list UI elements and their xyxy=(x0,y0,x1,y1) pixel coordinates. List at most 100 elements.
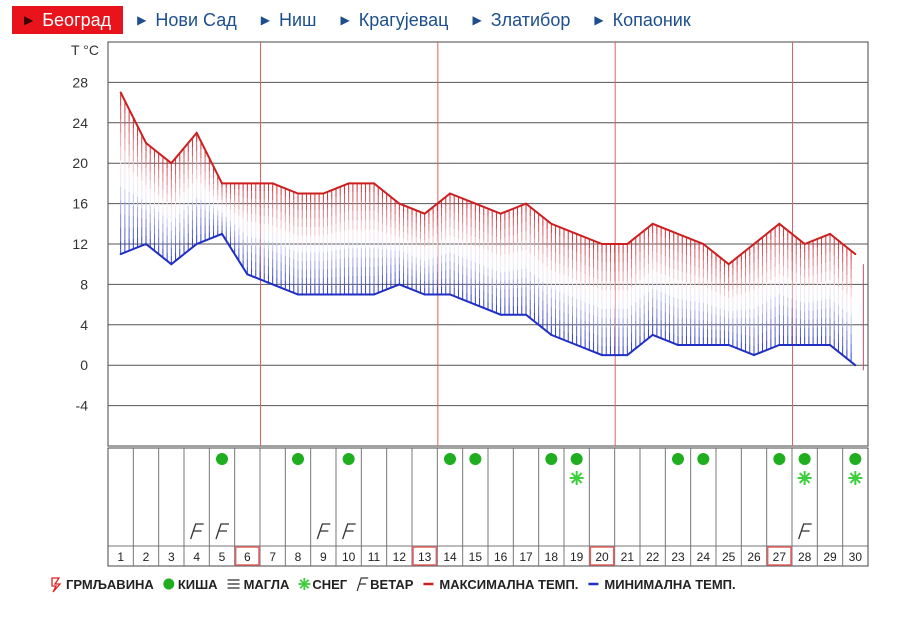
min-temp-point xyxy=(398,283,401,286)
legend-item-wind: ВЕТАР xyxy=(356,577,414,592)
y-tick-label: 4 xyxy=(80,317,88,333)
day-number-label: 29 xyxy=(823,550,837,564)
max-temp-point xyxy=(373,182,375,185)
tab-label: Копаоник xyxy=(612,9,691,30)
min-temp-point xyxy=(119,253,122,256)
min-temp-point xyxy=(145,243,147,245)
max-temp-point xyxy=(221,182,223,185)
max-temp-point xyxy=(702,243,705,245)
max-temp-point xyxy=(525,202,527,205)
min-temp-point xyxy=(575,344,578,346)
arrow-right-icon: ▶ xyxy=(340,13,350,27)
min-temp-point xyxy=(803,344,806,346)
max-temp-point xyxy=(322,192,325,195)
min-temp-point xyxy=(753,354,755,357)
max-temp-point xyxy=(246,182,249,185)
day-number-label: 18 xyxy=(545,550,559,564)
max-temp-point xyxy=(170,162,173,165)
tab-kopaonik[interactable]: ▶ Копаоник xyxy=(584,6,700,34)
min-temp-point xyxy=(525,313,527,316)
snow-icon-stroke xyxy=(849,472,861,484)
rain-icon xyxy=(342,453,355,465)
day-number-label: 22 xyxy=(646,550,660,564)
wind-icon xyxy=(342,523,356,540)
min-temp-point xyxy=(221,232,223,235)
highlighted-day-box xyxy=(412,546,438,566)
legend: ГРМЉАВИНА КИША МАГЛА СНЕГ ВЕТАР МАКСИМАЛНА ТЕ… xyxy=(51,577,736,593)
day-grid: 1 2 3 4 5 6 7 8 9 10 11 12 13 14 15 16 17 18 19 20 21 22 23 24 2… xyxy=(107,447,869,567)
legend-label: ВЕТАР xyxy=(370,577,414,592)
thunder-icon xyxy=(51,577,62,593)
tab-beograd[interactable]: ▶ Београд xyxy=(12,6,124,34)
tab-nis[interactable]: ▶ Ниш xyxy=(251,6,327,34)
day-number-label: 26 xyxy=(747,550,761,564)
snow-icon xyxy=(569,471,584,485)
day-number-label: 3 xyxy=(168,550,175,564)
day-number-label: 1 xyxy=(117,550,124,564)
day-number-label: 6 xyxy=(244,550,251,564)
max-temp-point xyxy=(727,263,730,266)
day-number-label: 27 xyxy=(773,550,787,564)
day-number-label: 21 xyxy=(621,550,635,564)
day-number-label: 17 xyxy=(519,550,533,564)
y-tick-label: 28 xyxy=(72,74,88,90)
day-number-label: 15 xyxy=(469,550,483,564)
snow-icon-stroke xyxy=(571,472,583,484)
tab-label: Нови Сад xyxy=(155,9,237,30)
wind-icon xyxy=(215,523,229,540)
legend-label: МАКСИМАЛНА ТЕМП. xyxy=(439,577,578,592)
tab-label: Ниш xyxy=(278,9,317,30)
legend-item-min: МИНИМАЛНА ТЕМП. xyxy=(588,577,736,592)
snow-icon xyxy=(848,471,863,485)
highlighted-day-box xyxy=(234,546,260,566)
max-temp-point xyxy=(398,202,401,205)
max-temp-point xyxy=(829,232,831,235)
rain-icon xyxy=(216,453,228,465)
highlighted-day-box xyxy=(766,546,792,566)
day-number-label: 7 xyxy=(269,550,276,564)
rain-icon xyxy=(570,453,583,465)
day-number-label: 5 xyxy=(219,550,226,564)
legend-label: ГРМЉАВИНА xyxy=(66,577,154,592)
min-temp-point xyxy=(246,273,249,276)
rain-icon xyxy=(163,578,175,590)
temperature-range-hatching xyxy=(120,92,864,371)
max-temp-point xyxy=(626,243,629,245)
legend-item-fog: МАГЛА xyxy=(227,577,290,592)
day-number-label: 20 xyxy=(595,550,609,564)
min-temp-point xyxy=(322,293,325,296)
rain-icon xyxy=(697,453,710,465)
min-temp-point xyxy=(195,243,198,245)
min-temp-point xyxy=(651,333,654,336)
max-temp-point xyxy=(854,253,857,256)
tab-novi-sad[interactable]: ▶ Нови Сад xyxy=(127,6,247,34)
day-number-label: 30 xyxy=(849,550,863,564)
y-tick-label: 16 xyxy=(72,196,88,212)
day-number-label: 4 xyxy=(193,550,200,564)
wind-icon xyxy=(798,523,812,540)
min-temp-point xyxy=(170,263,173,266)
max-temp-point xyxy=(778,222,781,225)
max-temp-point xyxy=(499,212,502,215)
legend-label: МИНИМАЛНА ТЕМП. xyxy=(604,577,735,592)
tab-label: Златибор xyxy=(490,9,571,30)
max-temp-point xyxy=(271,182,274,185)
day-number-label: 2 xyxy=(143,550,150,564)
day-number-label: 11 xyxy=(368,550,381,564)
min-temp-point xyxy=(499,313,502,316)
rain-icon xyxy=(849,453,862,465)
wind-icon xyxy=(356,577,369,592)
max-temp-point xyxy=(347,182,350,185)
tab-kragujevac[interactable]: ▶ Крагујевац xyxy=(330,6,458,34)
tab-label: Београд xyxy=(42,9,112,30)
min-temp-point xyxy=(297,293,299,296)
day-number-label: 8 xyxy=(295,550,302,564)
min-temp-point xyxy=(449,293,451,296)
wind-icon xyxy=(316,523,331,540)
legend-item-rain: КИША xyxy=(163,577,218,592)
min-temp-point xyxy=(423,293,426,296)
arrow-right-icon: ▶ xyxy=(594,13,604,27)
max-temp-point xyxy=(119,91,122,94)
tab-zlatibor[interactable]: ▶ Златибор xyxy=(462,6,580,34)
